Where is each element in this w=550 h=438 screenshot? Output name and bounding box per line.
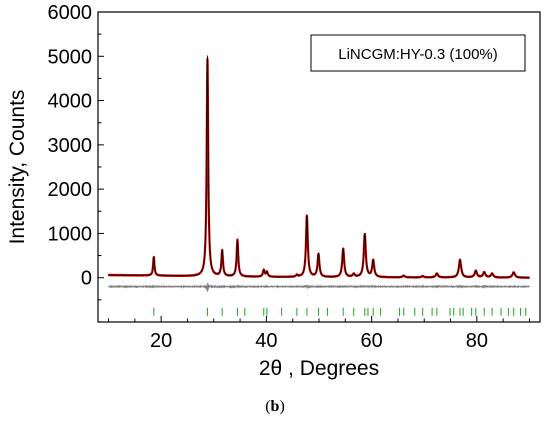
observed-curve bbox=[107, 57, 531, 279]
plot-marks bbox=[107, 55, 531, 316]
legend: LiNCGM:HY-0.3 (100%) bbox=[310, 34, 526, 72]
legend-label: LiNCGM:HY-0.3 (100%) bbox=[338, 46, 498, 63]
caption-letter: b bbox=[270, 398, 280, 415]
x-tick-label: 40 bbox=[255, 330, 277, 352]
difference-curve bbox=[108, 282, 530, 292]
figure-caption: (b) bbox=[0, 398, 550, 416]
x-axis: 20 40 60 80 bbox=[108, 316, 530, 352]
y-axis: 0 1000 2000 3000 4000 5000 6000 bbox=[48, 2, 104, 301]
legend-box bbox=[310, 34, 526, 72]
x-axis-title: 2θ , Degrees bbox=[259, 357, 379, 380]
caption-close: ) bbox=[279, 398, 285, 415]
y-tick-label: 4000 bbox=[48, 91, 93, 113]
calculated-curve bbox=[108, 55, 530, 279]
bragg-position-ticks bbox=[153, 307, 527, 316]
y-tick-label: 6000 bbox=[48, 2, 93, 24]
x-tick-label: 60 bbox=[360, 330, 382, 352]
x-tick-label: 80 bbox=[466, 330, 488, 352]
x-tick-label: 20 bbox=[150, 330, 172, 352]
y-axis-title: Intensity, Counts bbox=[6, 90, 29, 245]
y-tick-label: 1000 bbox=[48, 223, 93, 245]
y-tick-label: 5000 bbox=[48, 46, 93, 68]
y-tick-label: 0 bbox=[81, 268, 92, 290]
y-tick-label: 3000 bbox=[48, 135, 93, 157]
y-tick-label: 2000 bbox=[48, 179, 93, 201]
caption-open: ( bbox=[265, 398, 271, 415]
xrd-chart: 20 40 60 80 0 1000 2000 3000 4000 5000 6000 2θ , … bbox=[6, 2, 541, 380]
